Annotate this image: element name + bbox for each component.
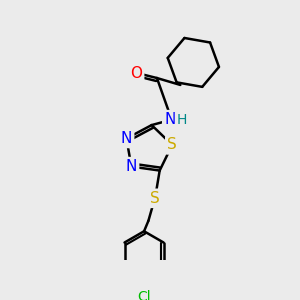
Text: Cl: Cl	[137, 290, 151, 300]
Text: N: N	[126, 159, 137, 174]
Text: S: S	[151, 191, 160, 206]
Text: S: S	[167, 137, 177, 152]
Text: O: O	[130, 66, 142, 81]
Text: N: N	[164, 112, 175, 127]
Text: H: H	[177, 112, 187, 127]
Text: N: N	[121, 131, 132, 146]
